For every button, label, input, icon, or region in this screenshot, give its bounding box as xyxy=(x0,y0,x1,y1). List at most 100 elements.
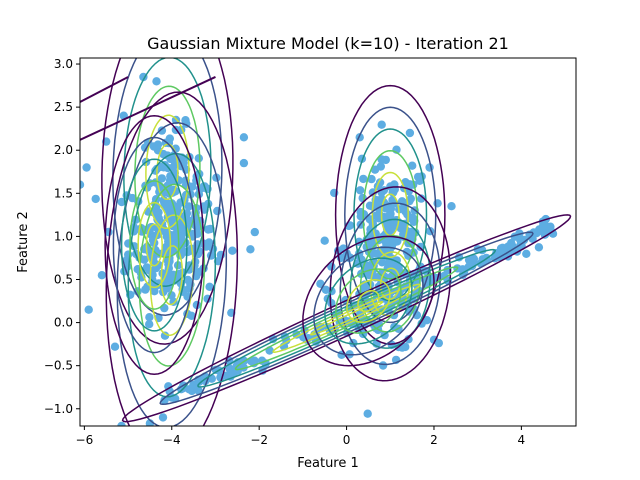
scatter-point xyxy=(160,331,170,340)
scatter-point xyxy=(158,413,168,422)
scatter-point xyxy=(165,206,174,215)
contour-line xyxy=(145,114,190,230)
scatter-point xyxy=(405,128,415,138)
y-tick-label: −1.0 xyxy=(44,402,73,416)
scatter-point xyxy=(233,366,242,375)
scatter-point xyxy=(370,165,380,174)
scatter-point xyxy=(145,419,155,426)
scatter-point xyxy=(538,221,548,230)
scatter-point xyxy=(167,291,176,300)
scatter-point xyxy=(417,194,426,203)
scatter-point xyxy=(164,382,173,391)
x-tick-label: 4 xyxy=(518,433,526,447)
scatter-point xyxy=(382,239,391,248)
scatter-point xyxy=(84,305,93,314)
contour-line xyxy=(127,152,217,398)
scatter-point xyxy=(358,193,367,203)
scatter-point xyxy=(447,202,456,211)
scatter-point xyxy=(250,356,259,365)
scatter-point xyxy=(377,155,386,164)
scatter-point xyxy=(228,246,237,255)
contour-line xyxy=(121,214,572,423)
scatter-point xyxy=(152,77,161,86)
scatter-point xyxy=(142,263,151,272)
scatter-point xyxy=(194,386,203,395)
scatter-point xyxy=(187,311,196,320)
contour-line xyxy=(353,128,428,302)
scatter-point xyxy=(160,396,169,405)
scatter-point xyxy=(356,186,365,195)
contour-line xyxy=(346,279,391,323)
contour-line xyxy=(123,58,212,287)
x-axis-label: Feature 1 xyxy=(297,456,359,471)
scatter-point xyxy=(110,342,120,351)
contour-line xyxy=(137,201,172,289)
scatter-point xyxy=(91,194,100,204)
y-axis-label: Feature 2 xyxy=(16,211,31,273)
scatter-point xyxy=(425,163,434,172)
scatter-point xyxy=(225,364,234,373)
scatter-point xyxy=(377,258,387,267)
scatter-point xyxy=(157,126,167,135)
x-tick-label: 0 xyxy=(343,433,351,447)
scatter-point xyxy=(408,161,417,170)
contour-line xyxy=(112,136,196,354)
y-tick-label: −0.5 xyxy=(44,359,73,373)
scatter-point xyxy=(359,174,368,184)
scatter-point xyxy=(195,184,205,194)
contour-line xyxy=(149,214,195,336)
y-tick-label: 3.0 xyxy=(54,57,73,71)
contour-line xyxy=(362,149,419,280)
scatter-point xyxy=(409,214,418,223)
scatter-point xyxy=(378,361,388,370)
x-axis-ticks: −6 −4 −2 0 2 4 xyxy=(76,426,526,447)
scatter-point xyxy=(160,303,169,313)
scatter-point xyxy=(529,228,538,237)
y-tick-label: 2.0 xyxy=(54,143,73,157)
scatter-point xyxy=(534,243,544,252)
scatter-point xyxy=(80,180,85,189)
scatter-point xyxy=(367,174,376,184)
scatter-point xyxy=(168,271,177,280)
scatter-point xyxy=(498,246,507,255)
x-tick-label: 2 xyxy=(430,433,438,447)
scatter-point xyxy=(189,380,198,390)
x-tick-label: −6 xyxy=(76,433,94,447)
contour-line xyxy=(120,158,188,332)
scatter-point xyxy=(167,176,176,185)
scatter-point xyxy=(386,204,396,213)
contour-line xyxy=(357,289,380,313)
y-tick-label: 0.5 xyxy=(54,272,73,286)
chart-title: Gaussian Mixture Model (k=10) - Iteratio… xyxy=(147,34,509,53)
scatter-point xyxy=(145,320,154,329)
scatter-point xyxy=(97,271,107,280)
scatter-point xyxy=(205,282,214,291)
scatter-point xyxy=(182,214,191,223)
gmm-contours xyxy=(101,58,572,426)
scatter-point xyxy=(541,229,550,238)
contour-line xyxy=(324,257,413,345)
y-axis-ticks: −1.0 −0.5 0.0 0.5 1.0 1.5 2.0 2.5 3.0 xyxy=(44,57,80,416)
scatter-point xyxy=(320,236,329,245)
contour-line xyxy=(344,106,437,324)
scatter-point xyxy=(188,182,197,191)
contour-line xyxy=(112,58,223,316)
x-tick-label: −4 xyxy=(163,433,181,447)
contour-line xyxy=(334,84,446,345)
x-tick-label: −2 xyxy=(250,433,268,447)
scatter-point xyxy=(415,176,424,185)
scatter-point xyxy=(117,197,126,207)
scatter-point xyxy=(359,210,369,219)
scatter-point xyxy=(239,158,249,168)
scatter-point xyxy=(157,174,167,183)
scatter-point xyxy=(416,242,425,252)
scatter-point xyxy=(184,202,193,211)
scatter-point xyxy=(154,208,163,217)
contour-line xyxy=(272,283,421,353)
scatter-point xyxy=(411,228,420,237)
scatter-point xyxy=(363,409,372,418)
scatter-point xyxy=(522,249,531,258)
scatter-point xyxy=(404,335,413,344)
contour-line xyxy=(156,143,179,201)
